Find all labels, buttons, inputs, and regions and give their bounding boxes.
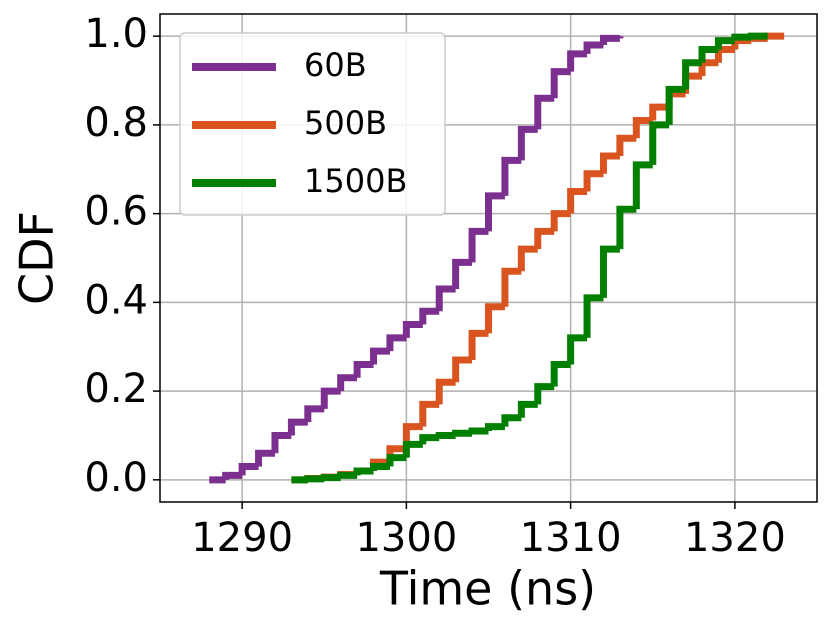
cdf-step: [353, 467, 374, 476]
cdf-step: [452, 429, 473, 437]
cdf-step: [567, 50, 588, 72]
cdf-step: [534, 383, 555, 405]
legend-text: 60B: [304, 46, 367, 84]
y-tick-label: 0.4: [84, 277, 148, 323]
cdf-step: [567, 334, 588, 365]
cdf-step: [616, 205, 637, 250]
x-tick-label: 1300: [355, 515, 457, 561]
cdf-step: [665, 85, 686, 125]
y-axis-label: CDF: [10, 211, 64, 305]
cdf-step: [468, 329, 489, 361]
cdf-step: [468, 227, 489, 263]
cdf-step: [682, 59, 703, 90]
cdf-step: [649, 103, 670, 121]
cdf-step: [402, 321, 423, 338]
cdf-step: [583, 294, 604, 338]
x-axis-label: Time (ns): [379, 562, 596, 616]
y-tick-label: 0.2: [84, 366, 148, 412]
cdf-step: [632, 116, 653, 139]
cdf-step: [731, 37, 752, 50]
cdf-step: [435, 431, 456, 439]
cdf-step: [714, 45, 735, 63]
cdf-step: [599, 152, 620, 174]
cdf-step: [238, 463, 259, 476]
cdf-step: [632, 161, 653, 210]
cdf-step: [485, 423, 505, 432]
cdf-step: [698, 45, 719, 63]
cdf-step: [501, 414, 522, 427]
cdf-step: [419, 400, 440, 427]
legend-text: 1500B: [304, 162, 407, 200]
cdf-step: [402, 440, 423, 458]
cdf-step: [517, 125, 538, 161]
cdf-step: [517, 400, 538, 418]
cdf-step: [550, 360, 571, 387]
cdf-step: [386, 454, 407, 467]
y-tick-label: 1.0: [84, 11, 148, 57]
x-tick-label: 1290: [191, 515, 293, 561]
cdf-step: [320, 474, 341, 482]
cdf-step: [222, 471, 243, 480]
cdf-step: [501, 267, 522, 307]
cdf-step: [567, 187, 588, 214]
cdf-step: [304, 405, 325, 423]
cdf-step: [370, 347, 390, 365]
x-tick-label: 1310: [520, 515, 622, 561]
cdf-step: [550, 210, 571, 232]
cdf-step: [616, 134, 637, 156]
legend-box: [179, 32, 446, 216]
cdf-step: [501, 156, 522, 196]
cdf-step: [271, 431, 292, 454]
cdf-step: [731, 33, 752, 41]
cdf-step: [599, 34, 620, 46]
cdf-step: [485, 192, 505, 232]
cdf-step: [386, 334, 407, 352]
legend-text: 500B: [304, 104, 387, 142]
legend: 60B 500B 1500B: [179, 32, 446, 216]
cdf-step: [583, 41, 604, 54]
cdf-step: [337, 374, 358, 392]
cdf-step: [517, 245, 538, 272]
cdf-step: [534, 94, 555, 130]
y-tick-label: 0.8: [84, 100, 148, 146]
cdf-step: [255, 449, 275, 467]
cdf-step: [337, 471, 358, 479]
cdf-step: [353, 360, 374, 378]
cdf-step: [747, 32, 768, 40]
cdf-step: [435, 378, 456, 405]
cdf-step: [304, 475, 325, 483]
cdf-step: [435, 285, 456, 312]
cdf-step: [599, 245, 620, 298]
cdf-step: [764, 32, 785, 40]
x-tick-label: 1320: [684, 515, 786, 561]
y-tick-label: 0.0: [84, 455, 148, 501]
cdf-step: [419, 434, 440, 445]
y-tick-label: 0.6: [84, 189, 148, 235]
cdf-step: [370, 463, 390, 471]
cdf-step: [320, 387, 341, 409]
cdf-step: [698, 59, 719, 77]
cdf-step: [714, 37, 735, 50]
cdf-step: [534, 227, 555, 250]
cdf-step: [485, 303, 505, 334]
cdf-step: [419, 307, 440, 325]
plot-frame: [159, 13, 818, 503]
cdf-step: [583, 170, 604, 192]
cdf-step: [468, 427, 489, 435]
cdf-step: [452, 258, 473, 290]
cdf-step: [287, 418, 308, 436]
cdf-step: [452, 356, 473, 383]
cdf-step: [550, 68, 571, 99]
cdf-step: [649, 121, 670, 165]
